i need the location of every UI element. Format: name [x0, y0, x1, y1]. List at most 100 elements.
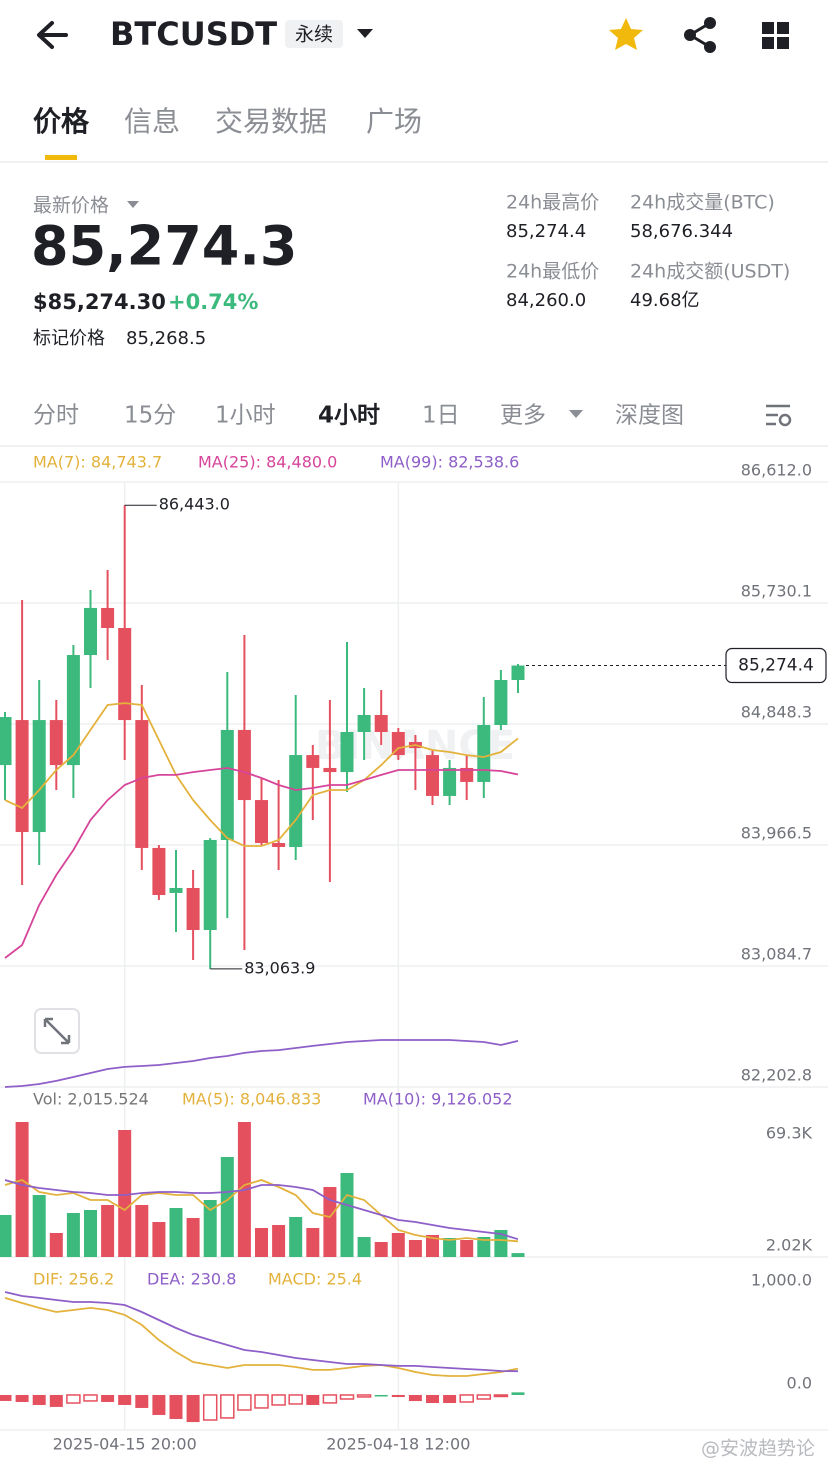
x-tick-label: 2025-04-15 20:00: [53, 1435, 197, 1454]
candle-body: [306, 755, 320, 768]
legend-entry: Vol: 2,015.524: [33, 1090, 149, 1109]
active-tab-indicator: [45, 155, 77, 160]
volume-bar: [391, 1233, 405, 1257]
y-tick-label: 2.02K: [766, 1236, 813, 1255]
volume-bar: [289, 1217, 303, 1257]
y-tick-label: 82,202.8: [741, 1066, 812, 1085]
macd-bar: [459, 1394, 474, 1403]
price-change: +0.74%: [168, 290, 258, 314]
y-tick-label: 83,084.7: [741, 944, 812, 963]
interval-option[interactable]: 4小时: [318, 403, 380, 429]
macd-bar: [0, 1394, 12, 1401]
volume-bar: [306, 1227, 320, 1257]
legend-entry: DEA: 230.8: [147, 1270, 236, 1289]
stat-value: 49.68亿: [630, 290, 700, 311]
interval-option[interactable]: 1日: [422, 403, 460, 429]
x-tick-label: 2025-04-18 12:00: [326, 1435, 470, 1454]
candle-body: [272, 843, 286, 847]
macd-bar: [66, 1394, 81, 1404]
back-icon: [37, 21, 68, 49]
macd-bar: [237, 1394, 252, 1411]
candle-body: [237, 729, 251, 801]
y-tick-label: 84,848.3: [741, 703, 812, 722]
y-tick-label: 0.0: [787, 1373, 812, 1392]
stats: 24h最高价 85,274.4 24h成交量(BTC) 58,676.344 24h最低…: [506, 192, 790, 312]
macd-bar: [186, 1394, 200, 1423]
macd-bar: [32, 1394, 46, 1405]
expand-button[interactable]: [34, 1008, 80, 1054]
share-button[interactable]: [684, 17, 716, 53]
macd-bar: [49, 1394, 63, 1407]
interval-option[interactable]: 1小时: [215, 403, 276, 429]
macd-bar: [254, 1394, 269, 1409]
candle-body: [118, 627, 132, 721]
price-type-dropdown[interactable]: [127, 201, 139, 208]
macd-bar: [220, 1394, 235, 1419]
mark-price-label: 标记价格: [33, 328, 105, 349]
back-button[interactable]: [37, 21, 68, 49]
volume-bar: [511, 1253, 525, 1257]
symbol-dropdown[interactable]: [357, 29, 373, 38]
stat-value: 58,676.344: [630, 221, 733, 242]
indicator-line: [4, 1039, 519, 1088]
macd-bar: [408, 1394, 422, 1402]
volume-bar: [101, 1205, 115, 1257]
tab[interactable]: 信息: [124, 105, 180, 138]
volume-bar: [357, 1236, 371, 1257]
macd-bar: [493, 1394, 509, 1398]
settings-gear: [778, 413, 792, 427]
mark-price: 85,268.5: [126, 328, 206, 349]
candle-body: [32, 720, 46, 833]
macd-bar: [443, 1394, 457, 1404]
candle-body: [186, 888, 200, 931]
symbol[interactable]: BTCUSDT: [110, 15, 277, 53]
volume-bar: [272, 1224, 286, 1257]
expand-icon: [43, 1017, 71, 1045]
tab[interactable]: 广场: [366, 105, 422, 138]
stat-label: 24h成交量(BTC): [630, 192, 775, 214]
stat-label: 24h最高价: [506, 192, 599, 214]
candle-body: [84, 607, 97, 656]
volume-bar: [152, 1221, 166, 1257]
tab[interactable]: 交易数据: [215, 105, 327, 138]
candle-body: [169, 888, 183, 893]
indicator-line: [4, 1179, 519, 1241]
candle-body: [374, 714, 388, 733]
volume-bar: [135, 1205, 149, 1257]
tab[interactable]: 价格: [33, 105, 90, 138]
usd-price: $85,274.30: [33, 290, 166, 314]
favorite-star[interactable]: [609, 18, 643, 50]
legend-entry: MA(10): 9,126.052: [363, 1090, 513, 1109]
macd-bar: [374, 1394, 388, 1397]
footer-watermark: @安波趋势论: [701, 1438, 815, 1460]
legend-entry: MA(7): 84,743.7: [33, 453, 162, 472]
macd-bar: [288, 1394, 303, 1405]
candle-body: [477, 725, 491, 782]
legend-entry: MACD: 25.4: [268, 1270, 362, 1289]
last-price-label: 最新价格: [33, 195, 109, 217]
candle-body: [460, 767, 474, 782]
candle-body: [289, 755, 303, 847]
macd-bar: [135, 1394, 149, 1408]
volume-bar: [118, 1130, 132, 1257]
candle-body: [101, 607, 115, 628]
interval-option[interactable]: 更多: [500, 403, 546, 429]
interval-bar: 分时 15分 1小时 4小时 1日 更多 深度图: [33, 403, 684, 429]
indicator-line: [4, 767, 519, 959]
volume-bar: [374, 1242, 388, 1257]
candle-body: [49, 720, 63, 766]
more-dropdown[interactable]: [569, 410, 583, 418]
candle-body: [391, 732, 405, 756]
macd-bar: [118, 1394, 132, 1405]
interval-option[interactable]: 分时: [33, 403, 79, 429]
chart-settings-button[interactable]: [766, 404, 792, 427]
grid-cell: [762, 37, 774, 49]
tabs: 价格 信息 交易数据 广场: [33, 105, 422, 138]
menu-grid-button[interactable]: [762, 22, 789, 49]
interval-option[interactable]: 15分: [124, 403, 176, 429]
indicator-line: [4, 702, 519, 847]
interval-option[interactable]: 深度图: [615, 403, 684, 429]
last-price-label: 85,274.4: [738, 656, 814, 676]
volume-bar: [203, 1200, 217, 1257]
